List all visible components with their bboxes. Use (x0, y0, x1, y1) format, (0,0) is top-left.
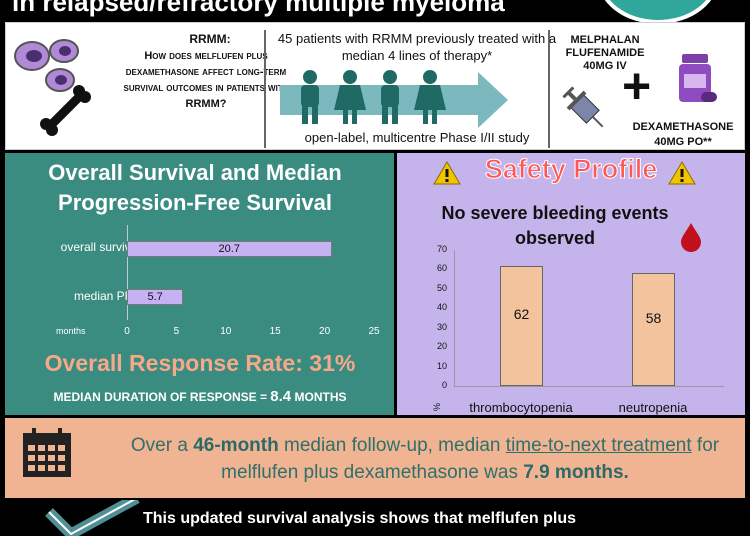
safety-y-tick: 20 (436, 341, 447, 352)
ttnt-statement: Over a 46-month median follow-up, median… (110, 432, 740, 486)
drug2-label: DEXAMETHASONE 40MG PO** (622, 120, 744, 150)
ttnt-value: 7.9 months. (523, 462, 629, 483)
safety-title: Safety Profile (484, 154, 658, 185)
research-question: How does melflufen plus dexamethasone af… (123, 50, 289, 110)
safety-category-label: thrombocytopenia (469, 400, 573, 415)
survival-x-axis-label: months (56, 326, 86, 336)
ttnt-part3: for melflufen plus dexamethasone was (221, 435, 720, 483)
ttnt-term: time-to-next treatment (505, 435, 692, 456)
question-heading: RRMM: (189, 32, 231, 46)
overall-response-rate: Overall Response Rate: 31% (44, 350, 356, 376)
infographic-title: in relapsed/refractory multiple myeloma (12, 0, 505, 17)
safety-x-axis (454, 386, 724, 387)
survival-chart-axis (127, 225, 128, 320)
cells-icon (14, 39, 79, 92)
safety-y-tick: 50 (436, 282, 447, 293)
survival-bar: 5.7 (127, 289, 184, 305)
conclusion-statement: This updated survival analysis shows tha… (143, 510, 576, 527)
survival-x-tick: 10 (220, 326, 232, 337)
bleeding-statement: No severe bleeding events observed (441, 203, 669, 248)
plus-icon: + (622, 58, 652, 114)
drug1-label: MELPHALAN FLUFENAMIDE 40MG IV (555, 34, 655, 73)
ttnt-followup: 46-month (193, 435, 279, 456)
safety-bar-value: 58 (645, 309, 662, 326)
ttnt-part1: Over a (130, 435, 194, 456)
warning-icon (433, 161, 461, 185)
safety-y-tick: 40 (436, 302, 447, 313)
divider (264, 30, 266, 148)
median-duration-of-response: MEDIAN DURATION OF RESPONSE = 8.4 MONTHS (10, 388, 390, 405)
time-to-next-treatment-panel (5, 418, 745, 498)
drug1-name: MELPHALAN FLUFENAMIDE (565, 34, 645, 59)
bone-icon (40, 85, 91, 136)
safety-category-label: neutropenia (618, 400, 688, 415)
safety-bar (632, 273, 675, 386)
survival-x-tick: 0 (124, 326, 130, 337)
safety-y-tick: 10 (436, 360, 447, 371)
syringe-icon (562, 86, 604, 128)
checkmark-icon (45, 500, 140, 536)
mdr-label: MEDIAN DURATION OF RESPONSE = (53, 390, 271, 404)
people-icon (301, 70, 446, 124)
safety-y-tick: 60 (436, 263, 447, 274)
arrow-head (478, 72, 508, 128)
drug1-dose: 40MG IV (583, 60, 627, 72)
patient-population: 45 patients with RRMM previously treated… (277, 31, 557, 63)
safety-bar (500, 265, 543, 386)
study-design: open-label, multicentre Phase I/II study (304, 130, 530, 145)
drug2-dose: 40MG PO** (654, 136, 712, 148)
safety-bar-value: 62 (513, 305, 530, 322)
warning-icon (668, 161, 696, 185)
blood-drop-icon (681, 223, 701, 252)
survival-panel (5, 153, 394, 415)
safety-y-axis (454, 250, 455, 387)
survival-x-tick: 5 (173, 326, 180, 337)
survival-title: Overall Survival and Median Progression-… (48, 160, 342, 215)
title-bar: in relapsed/refractory multiple myeloma (0, 0, 750, 20)
divider (548, 30, 550, 148)
safety-y-axis-label: % (432, 402, 443, 412)
pill-bottle-icon (679, 54, 717, 102)
conclusion-panel (40, 502, 750, 536)
mdr-unit: MONTHS (291, 390, 347, 404)
bar-category-overall-survival: overall survival (60, 240, 140, 254)
survival-x-tick: 25 (368, 326, 380, 337)
safety-y-tick: 30 (436, 321, 447, 332)
ttnt-part2: median follow-up, median (278, 435, 506, 456)
survival-x-tick: 15 (269, 326, 281, 337)
calendar-icon (23, 428, 71, 477)
survival-bar: 20.7 (127, 241, 332, 257)
safety-panel (397, 153, 745, 415)
bar-category-median-pfs: median PFS (73, 289, 140, 303)
safety-y-tick: 0 (441, 380, 447, 390)
drug2-name: DEXAMETHASONE (632, 121, 734, 133)
safety-y-tick: 70 (436, 244, 447, 254)
mdr-value: 8.4 (270, 388, 292, 405)
survival-x-tick: 20 (319, 326, 331, 337)
